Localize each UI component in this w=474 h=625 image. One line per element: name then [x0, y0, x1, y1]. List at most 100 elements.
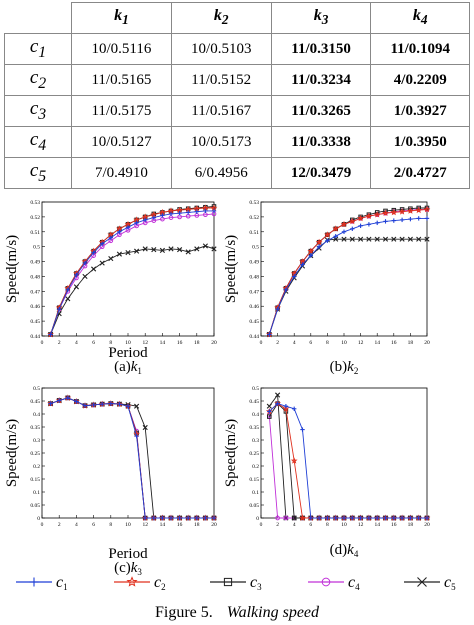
x-tick-label: 14 [374, 522, 380, 528]
data-point-c1 [308, 515, 313, 521]
x-tick-label: 14 [160, 522, 166, 528]
data-point-c5 [211, 246, 217, 252]
y-tick-label: 0.5 [252, 386, 259, 392]
x-tick-label: 4 [293, 340, 296, 346]
marker-stroke [332, 225, 340, 232]
data-point-c1 [203, 515, 208, 521]
data-point-c1 [366, 222, 372, 227]
data-point-c1 [211, 515, 217, 521]
marker-stroke [407, 207, 414, 214]
marker-stroke [116, 251, 122, 257]
y-tick-label: 0.45 [30, 399, 40, 405]
data-point-c2 [315, 238, 323, 246]
data-point-c1 [74, 399, 79, 404]
data-point-c1 [177, 210, 182, 216]
data-point-c1 [151, 515, 156, 521]
x-tick-label: 12 [358, 340, 364, 346]
x-tick-label: 10 [125, 522, 131, 528]
data-point-c1 [325, 238, 330, 243]
y-tick-label: 0.51 [30, 230, 40, 236]
data-point-c5 [399, 236, 405, 242]
data-point-c1 [399, 217, 405, 223]
data-point-c5 [366, 236, 372, 242]
x-tick-label: 14 [374, 340, 380, 346]
data-point-c1 [91, 250, 96, 255]
row-header: c3 [4, 95, 72, 127]
x-tick-label: 6 [309, 340, 312, 346]
data-point-c1 [375, 220, 380, 226]
table-row: c2 11/0.5165 11/0.5152 11/0.3234 4/0.220… [4, 64, 470, 96]
marker-stroke [202, 243, 208, 249]
marker-stroke [126, 576, 138, 587]
data-point-c1 [203, 208, 208, 214]
x-tick-label: 0 [260, 340, 263, 346]
data-point-c1 [341, 229, 347, 234]
y-tick-label: 0.1 [252, 490, 259, 496]
plot-frame [41, 387, 215, 519]
x-tick-label: 12 [358, 522, 364, 528]
marker-stroke [374, 236, 380, 242]
data-point-c2 [365, 212, 373, 220]
marker-stroke [399, 207, 405, 212]
marker-stroke [373, 211, 381, 218]
x-tick-label: 2 [58, 340, 61, 346]
row-header: c5 [4, 157, 72, 189]
data-point-c1 [275, 401, 280, 406]
table-row: c3 11/0.5175 11/0.5167 11/0.3265 1/0.392… [4, 95, 470, 127]
data-point-c3 [383, 208, 388, 214]
data-point-c1 [316, 515, 322, 521]
x-tick-label: 18 [194, 522, 200, 528]
data-point-c1 [383, 515, 388, 521]
data-point-c1 [383, 219, 388, 224]
legend-marker-star [126, 576, 138, 587]
data-point-c5 [416, 236, 422, 242]
data-point-c4 [275, 515, 280, 521]
table-row: c1 10/0.5116 10/0.5103 11/0.3150 11/0.10… [4, 33, 470, 65]
legend-label: c4 [348, 574, 360, 592]
column-header: k3 [270, 2, 372, 34]
data-point-c1 [160, 515, 165, 521]
data-point-c2 [357, 214, 364, 222]
x-tick-label: 0 [41, 340, 44, 346]
data-point-c1 [125, 404, 131, 409]
results-table: k1 k2 k3 k4 c1 10/0.5116 10/0.5103 11/0.… [4, 2, 470, 189]
table-header-row: k1 k2 k3 k4 [4, 2, 470, 34]
marker-stroke [333, 236, 339, 242]
data-point-c5 [275, 392, 281, 398]
marker-stroke [159, 247, 165, 253]
y-tick-label: 0.48 [30, 274, 40, 280]
data-point-c1 [168, 515, 174, 521]
y-tick-label: 0.52 [249, 215, 259, 221]
y-tick-label: 0.48 [249, 274, 259, 280]
y-tick-label: 0.25 [249, 451, 259, 457]
table-cell: 11/0.5165 [71, 64, 172, 96]
data-point-c1 [211, 208, 217, 214]
figure-caption: Figure 5. Walking speed [0, 604, 474, 622]
figure-label: Figure 5. [154, 604, 213, 621]
table-cell: 12/0.3479 [270, 157, 372, 189]
marker-stroke [142, 246, 148, 252]
data-point-c5 [65, 296, 71, 302]
x-tick-label: 2 [276, 522, 279, 528]
x-tick-label: 4 [75, 522, 78, 528]
x-tick-label: 12 [142, 340, 148, 346]
table-cell: 11/0.5152 [170, 64, 272, 96]
x-tick-label: 16 [391, 522, 397, 528]
data-point-c1 [399, 515, 405, 521]
y-tick-label: 0.05 [249, 503, 259, 509]
marker-stroke [416, 205, 421, 211]
data-point-c1 [283, 404, 289, 409]
data-point-c1 [91, 402, 96, 408]
data-point-c5 [333, 236, 339, 242]
data-point-c1 [143, 515, 148, 521]
y-tick-label: 0.45 [249, 319, 259, 325]
x-tick-label: 10 [341, 522, 347, 528]
marker-stroke [267, 414, 272, 419]
data-point-c5 [424, 236, 430, 242]
marker-stroke [299, 514, 306, 521]
x-tick-label: 20 [424, 522, 430, 528]
data-point-c2 [290, 457, 298, 464]
y-tick-label: 0.51 [249, 230, 259, 236]
x-tick-label: 16 [391, 340, 397, 346]
data-point-c1 [160, 213, 165, 218]
